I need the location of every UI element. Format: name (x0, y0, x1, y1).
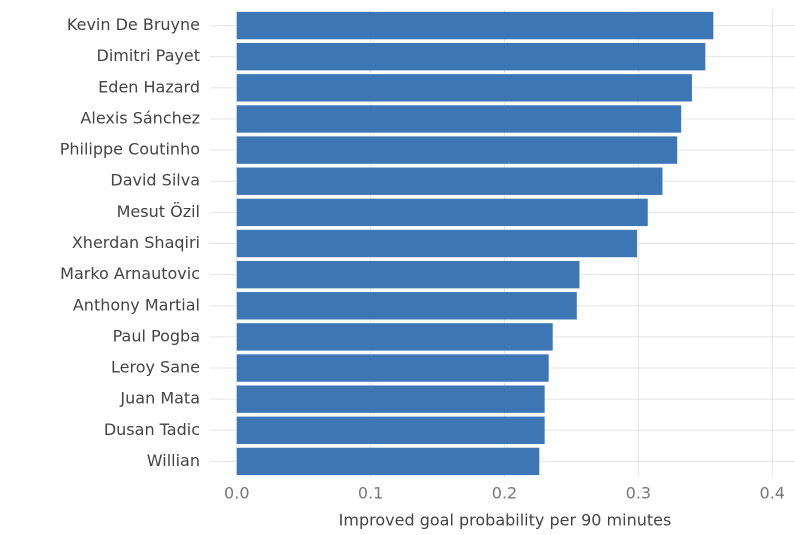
y-tick-label: Dimitri Payet (97, 46, 201, 65)
y-tick-label: Anthony Martial (73, 295, 200, 314)
y-tick-label: Dusan Tadic (104, 420, 200, 439)
bar (236, 323, 553, 351)
bar (236, 105, 682, 133)
x-tick-label: 0.1 (358, 484, 383, 503)
bar (236, 385, 545, 413)
bar (236, 43, 706, 71)
bar (236, 260, 580, 289)
bar (236, 198, 648, 227)
x-tick-label: 0.2 (492, 484, 517, 503)
bar (236, 447, 540, 476)
y-tick-label: David Silva (110, 171, 200, 190)
x-tick-label: 0.4 (760, 484, 785, 503)
bar (236, 354, 549, 382)
x-tick-label: 0.3 (626, 484, 651, 503)
x-tick-label: 0.0 (224, 484, 249, 503)
bar (236, 416, 545, 444)
bar (236, 74, 692, 102)
y-tick-label: Mesut Özil (117, 202, 200, 221)
y-tick-label: Kevin De Bruyne (67, 15, 200, 34)
bar (236, 136, 678, 164)
x-axis-label: Improved goal probability per 90 minutes (339, 511, 672, 530)
y-tick-label: Leroy Sane (111, 358, 200, 377)
y-tick-label: Eden Hazard (98, 77, 200, 96)
y-tick-label: Juan Mata (119, 389, 200, 408)
bar (236, 229, 638, 258)
y-tick-label: Philippe Coutinho (60, 140, 200, 159)
y-tick-label: Alexis Sánchez (80, 108, 200, 127)
y-tick-label: Willian (147, 451, 200, 470)
bar (236, 167, 663, 195)
y-tick-label: Xherdan Shaqiri (72, 233, 200, 252)
y-tick-label: Paul Pogba (113, 326, 200, 345)
bar (236, 11, 714, 40)
bar (236, 292, 577, 320)
y-tick-label: Marko Arnautovic (60, 264, 200, 283)
